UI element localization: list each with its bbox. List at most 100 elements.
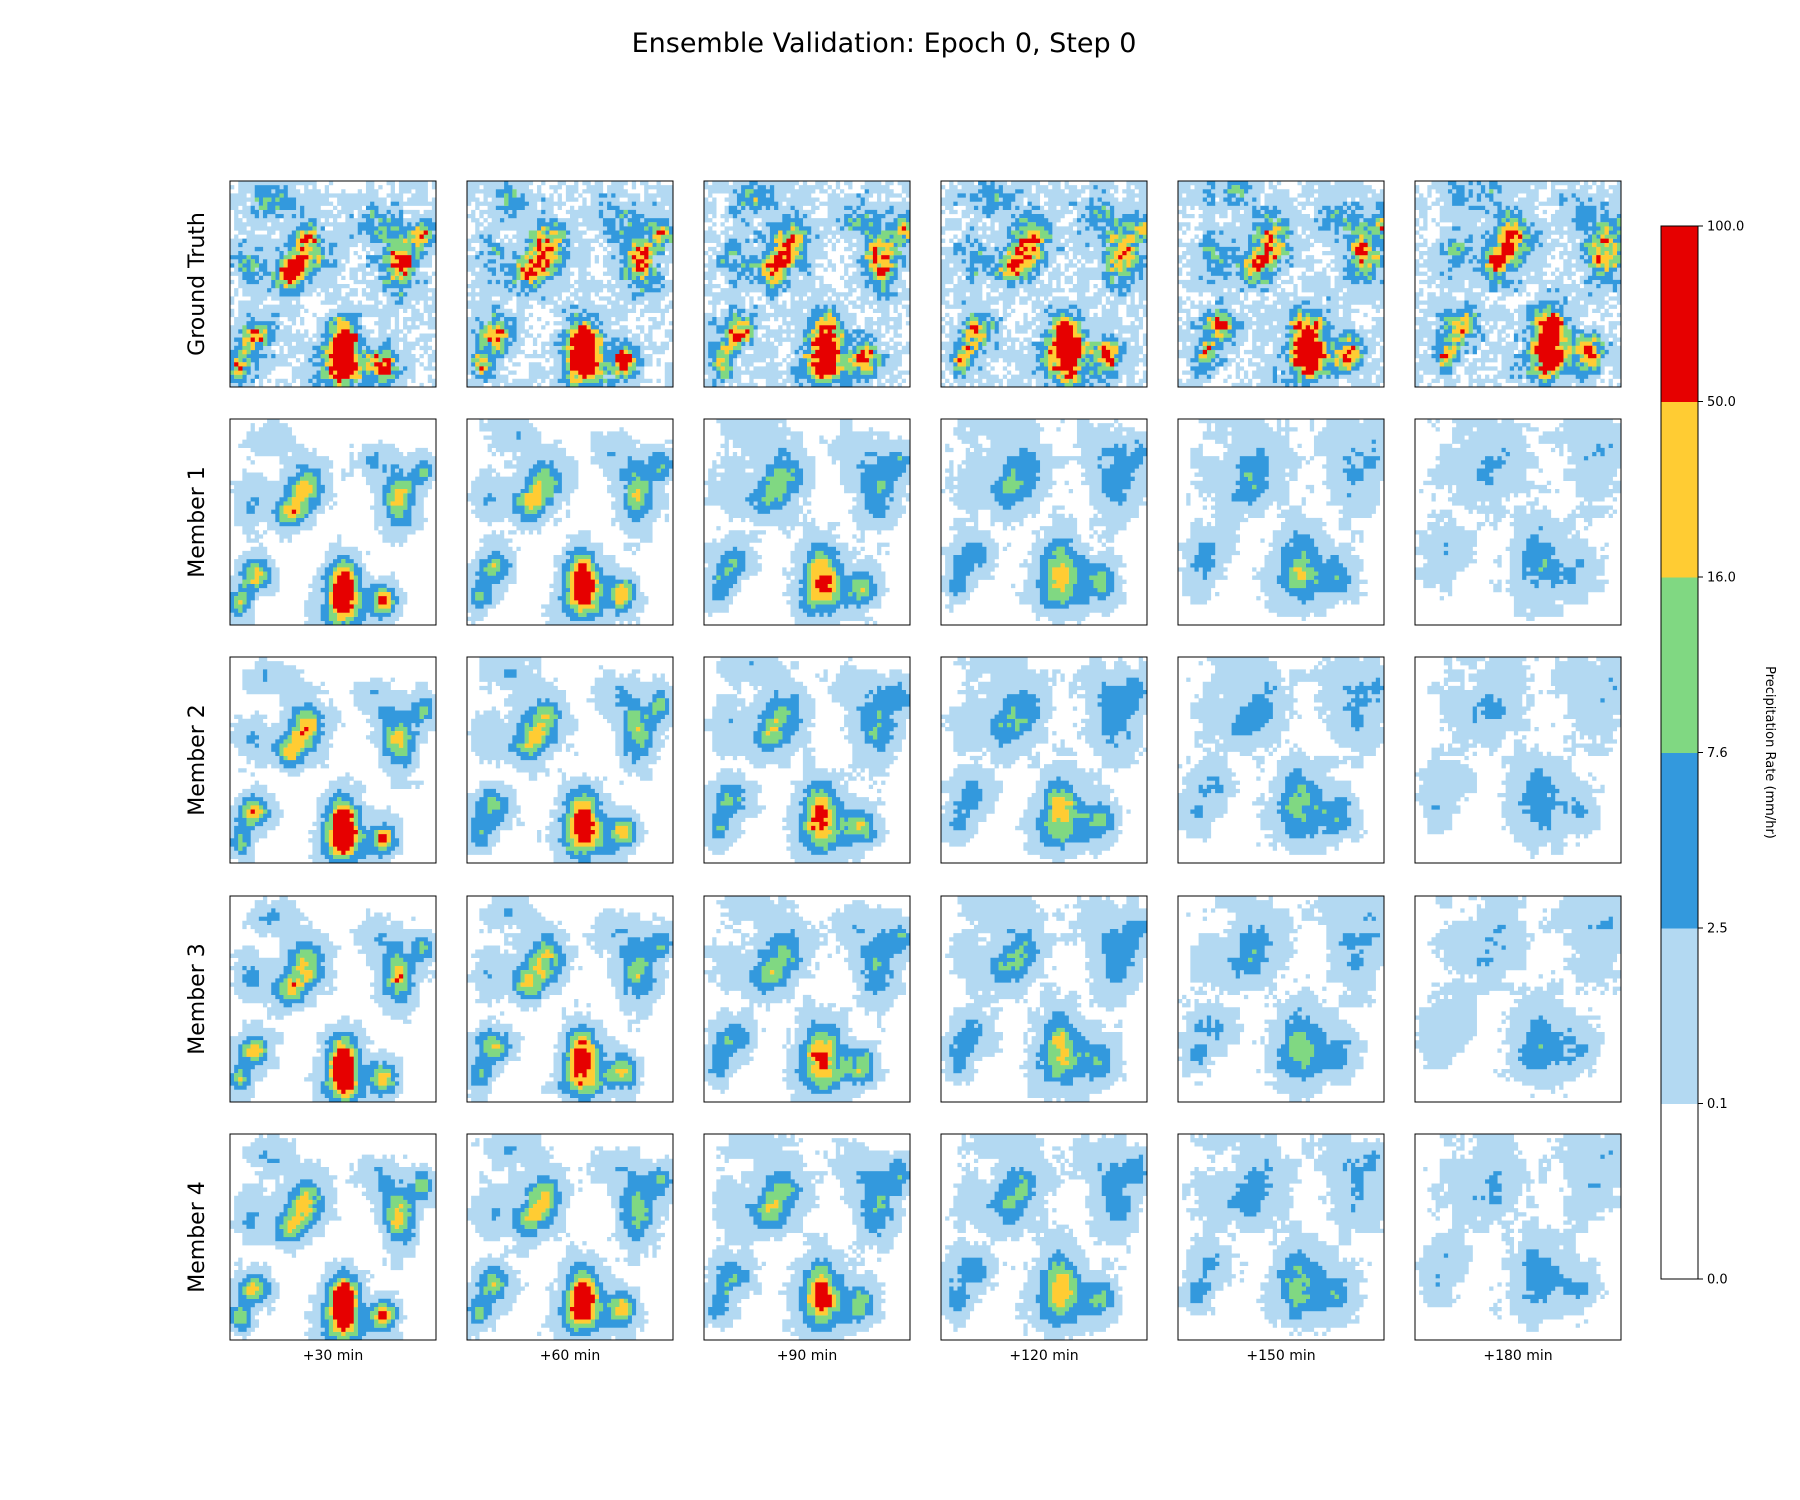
panel-member-1-120-min [940,418,1148,626]
panel-frame [466,180,674,388]
column-label-90-min: +90 min [777,1348,837,1364]
precip-level-3 [238,706,428,860]
panel-frame [1414,656,1622,864]
precip-level-2 [1190,1150,1381,1320]
panel-frame [940,656,1148,864]
precip-level-1 [1178,181,1385,388]
precip-level-5 [291,974,404,1094]
precip-level-2 [708,924,911,1094]
panel-ground-truth-60-min [466,180,674,388]
row-labels: Ground Truth Member 1 Member 2 Member 3 Memb… [185,212,210,1293]
precip-level-1 [704,1134,911,1341]
panel-frame [703,180,911,388]
precip-level-4 [238,957,404,1099]
precip-level-1 [230,181,437,388]
precip-level-4 [524,714,641,847]
precip-level-1 [704,181,911,388]
precip-level-1 [1178,419,1385,622]
precip-level-3 [475,464,665,617]
panel-frame [1414,895,1622,1103]
precip-level-1 [467,896,674,1103]
column-label-60-min: +60 min [540,1348,600,1364]
precip-level-4 [953,222,1148,384]
column-label-30-min: +30 min [303,1348,363,1364]
precip-level-3 [1002,1175,1106,1316]
column-label-180-min: +180 min [1483,1348,1552,1364]
precip-level-3 [479,698,665,855]
precip-level-1 [704,657,911,864]
panel-member-4-180-min [1414,1133,1622,1341]
column-label-150-min: +150 min [1246,1348,1315,1364]
precip-level-5 [570,1282,595,1320]
panel-member-2-90-min [703,656,911,864]
precip-level-2 [1476,916,1613,1070]
panel-frame [466,895,674,1103]
panel-member-3-150-min [1177,895,1385,1103]
colorbar-segment-1 [1661,928,1698,1104]
panel-member-2-60-min [466,656,674,864]
precip-level-5 [234,230,428,384]
precip-level-1 [941,657,1148,864]
precip-level-1 [1415,657,1622,860]
precip-level-4 [1052,797,1073,822]
panel-ground-truth-150-min [1177,180,1385,388]
precip-level-1 [704,419,911,626]
panel-frame [229,895,437,1103]
precip-level-2 [1190,439,1381,605]
panel-member-1-90-min [703,418,911,626]
precip-level-3 [234,468,428,626]
panel-frame [466,656,674,864]
precip-level-4 [1052,1274,1073,1308]
precip-level-2 [230,185,437,388]
panel-frame [1414,180,1622,388]
precip-level-2 [712,661,911,855]
panel-frame [1177,1133,1385,1341]
precip-level-3 [475,1175,665,1332]
panel-member-4-120-min [940,1133,1148,1341]
precip-level-3 [1248,949,1315,1070]
panel-frame [1414,1133,1622,1341]
precip-level-1 [1178,657,1385,855]
panel-frame [229,656,437,864]
colorbar-tick-label: 0.0 [1707,1273,1728,1288]
precip-level-1 [230,896,437,1103]
colorbar-tick-label: 0.1 [1707,1097,1728,1112]
colorbar-segment-4 [1661,401,1698,578]
precip-level-3 [1198,185,1385,384]
precip-level-2 [471,669,670,864]
precip-level-5 [574,563,595,605]
precip-level-4 [238,480,408,622]
panel-frame [1177,180,1385,388]
precip-level-4 [491,1191,628,1324]
precip-level-1 [467,419,674,626]
colorbar-label: Precipitation Rate (mm/hr) [1762,666,1777,839]
column-labels: +30 min +60 min +90 min +120 min +150 min +18… [303,1348,1553,1364]
precip-level-3 [716,456,902,609]
panel-frame [703,656,911,864]
precip-level-1 [1415,896,1622,1099]
precip-level-2 [1190,677,1385,839]
panel-frame [1177,656,1385,864]
precip-level-5 [250,727,387,855]
precip-level-3 [998,941,1102,1078]
precip-level-2 [949,1154,1148,1328]
precip-level-2 [471,431,674,622]
precip-level-1 [704,896,911,1103]
precip-level-2 [949,439,1148,609]
colorbar-tick-label: 16.0 [1707,571,1736,586]
panel-frame [229,1133,437,1341]
precip-level-1 [941,896,1148,1103]
precip-level-4 [811,559,865,601]
panel-frame [940,180,1148,388]
panel-member-1-30-min [229,418,437,626]
panel-ground-truth-180-min [1414,180,1622,388]
panel-frame [1177,895,1385,1103]
row-label-member-2: Member 2 [185,704,210,815]
precip-level-2 [1431,181,1622,388]
precip-level-2 [230,908,433,1103]
precip-level-5 [574,1040,591,1086]
panel-member-4-60-min [466,1133,674,1341]
panel-frame [940,1133,1148,1341]
precip-level-5 [291,509,387,613]
